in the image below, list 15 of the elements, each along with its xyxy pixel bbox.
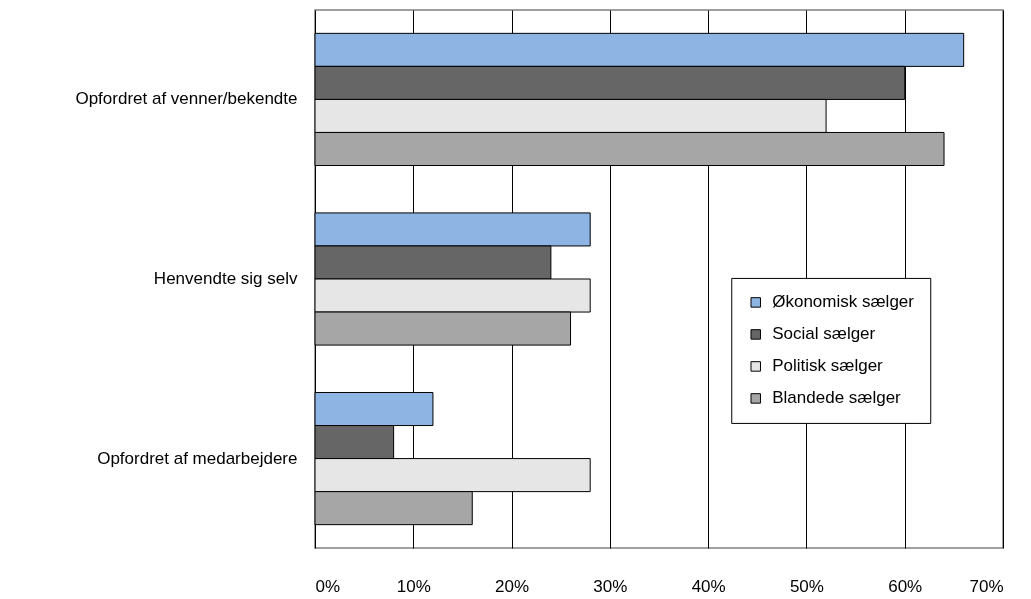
- y-tick-label: Opfordret af medarbejdere: [97, 448, 298, 468]
- x-tick-label: 20%: [495, 576, 530, 596]
- x-tick-label: 10%: [396, 576, 431, 596]
- y-tick-label: Henvendte sig selv: [153, 269, 298, 288]
- x-tick-label: 50%: [789, 576, 824, 596]
- y-tick-label: Opfordret af venner/bekendte: [75, 89, 298, 109]
- x-tick-label: 60%: [888, 576, 923, 596]
- legend-label: Blandede sælger: [772, 388, 902, 408]
- legend-label: Social sælger: [772, 324, 876, 344]
- legend-label: Økonomisk sælger: [772, 292, 915, 312]
- legend-label: Politisk sælger: [772, 356, 884, 376]
- x-tick-label: 30%: [593, 576, 628, 596]
- x-tick-label: 40%: [691, 576, 726, 596]
- x-tick-label: 70%: [969, 576, 1004, 596]
- x-tick-label: 0%: [315, 576, 341, 596]
